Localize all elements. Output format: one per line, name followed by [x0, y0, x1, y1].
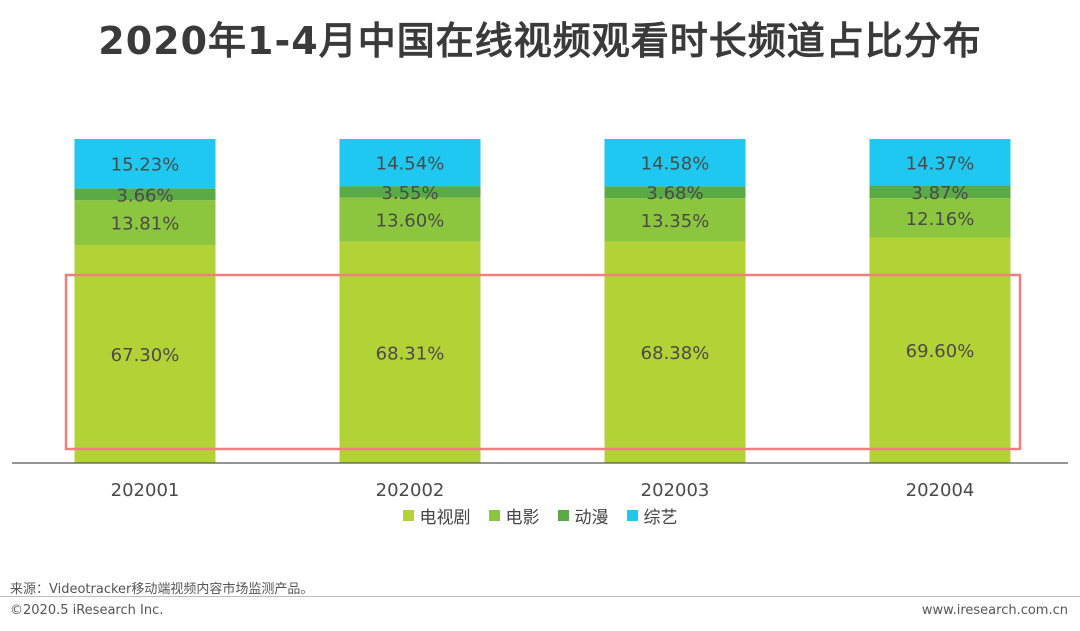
legend-swatch — [488, 510, 500, 521]
data-label-202003-2: 3.68% — [646, 183, 703, 204]
legend-swatch — [626, 510, 638, 521]
data-label-202002-1: 13.60% — [376, 211, 445, 232]
bar-segment-202001-2 — [74, 188, 216, 201]
legend-item-3: 综艺 — [626, 503, 678, 528]
bar-segment-202001-3 — [74, 139, 216, 189]
data-label-202004-2: 3.87% — [911, 183, 968, 204]
bar-segment-202002-0 — [339, 241, 481, 463]
bar-segment-202003-2 — [604, 186, 746, 199]
data-label-202003-0: 68.38% — [641, 343, 710, 364]
x-tick-label-202004: 202004 — [906, 480, 975, 500]
legend-label: 综艺 — [643, 508, 678, 528]
legend-swatch — [402, 510, 414, 521]
bar-segment-202004-2 — [869, 185, 1011, 199]
footer-divider — [0, 596, 1080, 597]
data-label-202003-3: 14.58% — [641, 154, 710, 175]
bar-segment-202004-3 — [869, 139, 1011, 186]
data-label-202004-1: 12.16% — [906, 209, 975, 230]
data-label-202001-0: 67.30% — [111, 345, 180, 366]
data-label-202001-2: 3.66% — [116, 185, 173, 206]
bar-segment-202001-0 — [74, 244, 216, 463]
legend-label: 动漫 — [574, 508, 609, 528]
data-label-202002-3: 14.54% — [376, 154, 445, 175]
website-link[interactable]: www.iresearch.com.cn — [921, 603, 1068, 618]
chart-legend: 电视剧 电影 动漫 综艺 — [0, 503, 1080, 528]
bar-segment-202002-1 — [339, 197, 481, 242]
data-label-202001-1: 13.81% — [111, 214, 180, 235]
data-label-202004-3: 14.37% — [906, 153, 975, 174]
data-label-202001-3: 15.23% — [111, 155, 180, 176]
source-note: 来源：Videotracker移动端视频内容市场监测产品。 — [10, 582, 314, 597]
bar-segment-202004-1 — [869, 198, 1011, 238]
copyright-text: ©2020.5 iResearch Inc. — [10, 603, 164, 618]
legend-label: 电影 — [505, 508, 540, 528]
x-tick-label-202002: 202002 — [376, 480, 445, 500]
bar-segment-202001-1 — [74, 200, 216, 245]
legend-item-1: 电影 — [488, 503, 540, 528]
data-label-202003-1: 13.35% — [641, 211, 710, 232]
bar-segment-202002-3 — [339, 139, 481, 187]
data-label-202002-0: 68.31% — [376, 343, 445, 364]
bar-segment-202002-2 — [339, 186, 481, 198]
legend-item-2: 动漫 — [557, 503, 609, 528]
x-tick-label-202003: 202003 — [641, 480, 710, 500]
bar-segment-202003-1 — [604, 198, 746, 242]
data-label-202002-2: 3.55% — [381, 183, 438, 204]
x-tick-label-202001: 202001 — [111, 480, 180, 500]
legend-item-0: 电视剧 — [402, 503, 471, 528]
bar-segment-202003-3 — [604, 139, 746, 187]
data-label-202004-0: 69.60% — [906, 341, 975, 362]
stacked-bar-chart: 67.30% 13.81% 3.66% 15.23% 202001 68.31% 13.60… — [12, 139, 1068, 500]
legend-label: 电视剧 — [419, 508, 471, 528]
bar-segment-202003-0 — [604, 241, 746, 463]
legend-swatch — [557, 510, 569, 521]
chart-title: 2020年1-4月中国在线视频观看时长频道占比分布 — [98, 19, 982, 63]
highlight-box — [64, 273, 1022, 451]
